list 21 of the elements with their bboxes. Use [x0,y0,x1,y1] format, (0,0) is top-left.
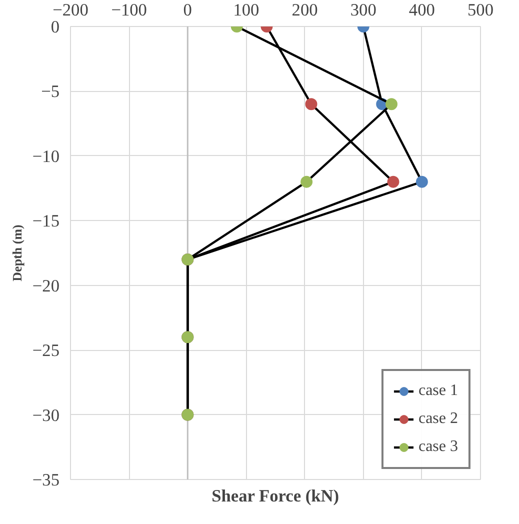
x-tick-label: 500 [468,0,494,20]
y-tick-label: −25 [32,341,60,360]
x-tick-label: −200 [52,0,88,20]
x-tick-label: −100 [111,0,147,20]
x-tick-label: 100 [233,0,260,20]
y-tick-label: −15 [32,212,60,231]
y-tick-label: −35 [32,470,60,490]
y-tick-label: 0 [50,18,60,36]
legend-label: case 1 [418,382,458,400]
x-tick-label: 400 [408,0,435,20]
y-tick-label: −10 [32,146,60,166]
x-tick-label: 200 [292,0,318,20]
legend-label: case 2 [418,410,458,428]
x-tick-label: 0 [183,0,192,20]
y-tick-label: −20 [32,276,60,296]
legend-label: case 3 [418,438,458,456]
y-tick-label: −30 [32,406,60,425]
y-axis-title: Depth (m) [9,224,24,282]
x-axis-title: Shear Force (kN) [212,486,340,506]
y-tick-label: −5 [41,82,60,102]
x-tick-label: 300 [350,0,376,20]
